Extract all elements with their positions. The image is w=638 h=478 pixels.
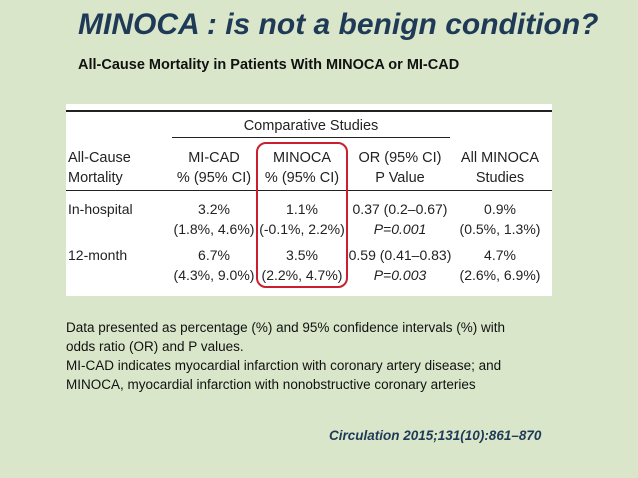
header-bottom-rule xyxy=(66,190,552,191)
in-hospital-p-value: P=0.001 xyxy=(373,221,427,237)
12-month-minoca-value: 3.5% xyxy=(286,247,318,263)
12-month-p-value: P=0.003 xyxy=(373,267,427,283)
mortality-table: Comparative Studies All-Cause Mortality … xyxy=(66,104,552,296)
col-header-mi-cad: MI-CAD xyxy=(188,150,240,166)
col-header-p-value: P Value xyxy=(375,170,425,186)
12-month-mi-cad-ci: (4.3%, 9.0%) xyxy=(173,267,255,283)
group-header-rule xyxy=(172,137,450,138)
col-header-studies: Studies xyxy=(475,170,525,186)
12-month-minoca-ci: (2.2%, 4.7%) xyxy=(261,267,343,283)
col-header-all-minoca: All MINOCA xyxy=(460,150,540,166)
note-line: Data presented as percentage (%) and 95%… xyxy=(66,320,505,335)
in-hospital-minoca-ci: (-0.1%, 2.2%) xyxy=(259,221,345,237)
in-hospital-mi-cad-ci: (1.8%, 4.6%) xyxy=(173,221,255,237)
12-month-or-value: 0.59 (0.41–0.83) xyxy=(348,247,452,263)
row-header-line1: All-Cause xyxy=(68,150,131,166)
in-hospital-all-minoca-value: 0.9% xyxy=(484,201,516,217)
in-hospital-mi-cad-value: 3.2% xyxy=(198,201,230,217)
row-header-line2: Mortality xyxy=(68,170,123,186)
12-month-mi-cad-value: 6.7% xyxy=(198,247,230,263)
in-hospital-all-minoca-ci: (0.5%, 1.3%) xyxy=(459,221,541,237)
col-header-or: OR (95% CI) xyxy=(358,150,442,166)
12-month-all-minoca-ci: (2.6%, 6.9%) xyxy=(459,267,541,283)
row-label-in-hospital: In-hospital xyxy=(68,201,133,217)
12-month-all-minoca-value: 4.7% xyxy=(484,247,516,263)
slide-title: MINOCA : is not a benign condition? xyxy=(78,8,599,41)
minoca-column-highlight xyxy=(256,142,348,288)
in-hospital-or-value: 0.37 (0.2–0.67) xyxy=(352,201,448,217)
row-label-12-month: 12-month xyxy=(68,247,128,263)
col-header-mi-cad-ci: % (95% CI) xyxy=(176,170,252,186)
in-hospital-minoca-value: 1.1% xyxy=(286,201,318,217)
col-header-minoca-ci: % (95% CI) xyxy=(264,170,340,186)
note-line: MINOCA, myocardial infarction with nonob… xyxy=(66,377,476,392)
note-line: MI-CAD indicates myocardial infarction w… xyxy=(66,358,502,373)
note-line: odds ratio (OR) and P values. xyxy=(66,339,244,354)
group-header-comparative-studies: Comparative Studies xyxy=(243,118,379,134)
table-top-rule xyxy=(66,110,552,112)
col-header-minoca: MINOCA xyxy=(273,150,331,166)
table-notes: Data presented as percentage (%) and 95%… xyxy=(66,318,566,394)
citation: Circulation 2015;131(10):861–870 xyxy=(329,428,542,443)
slide-subtitle: All-Cause Mortality in Patients With MIN… xyxy=(78,57,460,73)
